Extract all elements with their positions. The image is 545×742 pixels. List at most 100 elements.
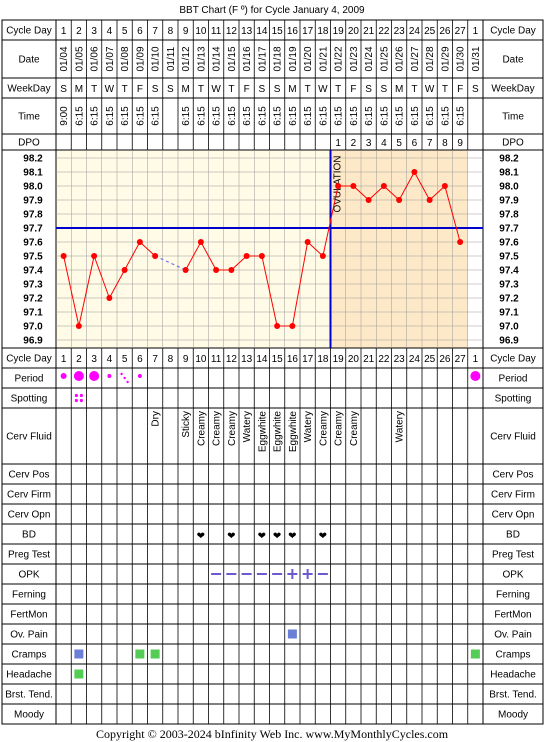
cycle-day-cell: 7 — [152, 26, 158, 37]
row-label-right: Cerv Fluid — [490, 432, 536, 443]
weekday-cell: S — [381, 84, 388, 95]
time-cell: 6:15 — [151, 106, 162, 126]
date-cell: 01/14 — [212, 46, 223, 71]
spotting-dot — [74, 393, 78, 398]
dpo-cell: 8 — [442, 138, 448, 149]
time-cell: 6:15 — [425, 106, 436, 126]
cycle-day-cell: 19 — [333, 26, 345, 37]
weekday-cell: F — [457, 84, 463, 95]
cycle-day-cell: 18 — [317, 26, 329, 37]
row-label-right: Ferning — [496, 590, 530, 601]
row-label-right: Date — [502, 55, 524, 66]
grid-layer — [1, 19, 544, 725]
row-label-left: Cerv Fluid — [6, 432, 52, 443]
temp-line-segment — [429, 185, 446, 201]
cycle-day-cell-bottom: 9 — [183, 354, 189, 365]
weekday-cell: T — [442, 84, 448, 95]
temp-point — [274, 323, 281, 329]
date-cell: 01/20 — [303, 46, 314, 71]
date-cell: 01/30 — [456, 46, 467, 71]
temp-point — [441, 183, 448, 189]
cycle-day-cell-bottom: 26 — [439, 354, 451, 365]
row-label-right: Brst. Tend. — [489, 690, 537, 701]
cycle-day-cell-bottom: 1 — [61, 354, 67, 365]
cycle-day-cell-bottom: 25 — [424, 354, 436, 365]
cycle-day-cell: 25 — [424, 26, 436, 37]
cycle-day-cell: 8 — [168, 26, 174, 37]
date-cell: 01/08 — [120, 46, 131, 71]
y-tick-label-right: 97.1 — [499, 308, 519, 319]
date-cell: 01/04 — [59, 46, 70, 71]
cycle-day-cell: 1 — [61, 26, 67, 37]
temp-line-segment — [291, 241, 309, 327]
row-label-right: OPK — [502, 570, 523, 581]
weekday-cell: W — [211, 84, 221, 95]
y-tick-label-left: 97.5 — [23, 252, 43, 263]
bd-heart: ❤ — [227, 531, 235, 542]
date-cell: 01/09 — [135, 46, 146, 71]
weekday-cell: F — [137, 84, 143, 95]
cycle-day-cell: 26 — [439, 26, 451, 37]
plot-layer — [56, 150, 483, 679]
cerv-fluid-cell: Creamy — [318, 411, 329, 446]
post-ovulation-region — [330, 150, 468, 348]
date-cell: 01/16 — [242, 46, 253, 71]
temp-point — [60, 253, 67, 259]
time-cell: 6:15 — [318, 106, 329, 126]
temp-point — [396, 197, 403, 203]
y-tick-label-left: 97.7 — [23, 224, 43, 235]
row-label-right: Cerv Firm — [491, 490, 535, 501]
cerv-fluid-cell: Creamy — [349, 411, 360, 446]
row-label-left: Cerv Opn — [8, 510, 51, 521]
cramps-mark — [135, 649, 145, 659]
time-cell: 6:15 — [379, 106, 390, 126]
dpo-cell: 1 — [335, 138, 341, 149]
cycle-day-cell-bottom: 10 — [195, 354, 207, 365]
cerv-fluid-cell: Watery — [303, 411, 314, 442]
weekday-cell: S — [365, 84, 372, 95]
period-spotting-dot — [120, 372, 123, 376]
bd-heart: ❤ — [288, 531, 296, 542]
y-tick-label-left: 97.1 — [23, 308, 43, 319]
chart-title: BBT Chart (F º) for Cycle January 4, 200… — [179, 5, 365, 16]
cerv-fluid-cell: Creamy — [227, 411, 238, 446]
temp-line-segment — [124, 241, 141, 271]
spotting-dot — [74, 398, 78, 403]
temp-line-segment — [383, 185, 400, 201]
row-label-left: DPO — [18, 138, 40, 149]
y-tick-label-right: 97.7 — [499, 224, 519, 235]
period-mark — [137, 374, 142, 378]
temp-line-segment — [307, 241, 324, 257]
y-tick-label-left: 96.9 — [23, 336, 43, 347]
date-cell: 01/26 — [395, 46, 406, 71]
y-tick-label-right: 97.3 — [499, 280, 519, 291]
row-label-right: Moody — [498, 710, 528, 721]
row-label-left: Ferning — [12, 590, 46, 601]
temp-point — [228, 267, 235, 273]
temp-point — [182, 267, 189, 273]
weekday-cell: M — [75, 84, 83, 95]
bd-heart: ❤ — [197, 531, 205, 542]
weekday-cell: T — [335, 84, 341, 95]
y-tick-label-left: 97.0 — [23, 322, 43, 333]
time-cell: 6:15 — [364, 106, 375, 126]
cycle-day-cell: 20 — [348, 26, 360, 37]
time-cell: 6:15 — [349, 106, 360, 126]
cycle-day-cell: 10 — [195, 26, 207, 37]
y-tick-label-left: 97.6 — [23, 238, 43, 249]
footer-copyright: Copyright © 2003-2024 bInfinity Web Inc.… — [96, 727, 449, 741]
temp-line-segment — [108, 269, 126, 299]
cycle-day-cell: 14 — [256, 26, 268, 37]
row-label-left: WeekDay — [7, 84, 50, 95]
cycle-day-cell: 22 — [378, 26, 390, 37]
cycle-day-cell: 11 — [211, 26, 222, 37]
cycle-day-cell-bottom: 15 — [272, 354, 284, 365]
date-cell: 01/12 — [181, 46, 192, 71]
cycle-day-cell: 4 — [107, 26, 113, 37]
cycle-day-cell-bottom: 6 — [137, 354, 143, 365]
period-spotting-dot — [123, 376, 126, 380]
cycle-day-cell-bottom: 19 — [333, 354, 345, 365]
weekday-cell: T — [228, 84, 234, 95]
weekday-cell: M — [181, 84, 189, 95]
cramps-mark — [470, 649, 480, 659]
